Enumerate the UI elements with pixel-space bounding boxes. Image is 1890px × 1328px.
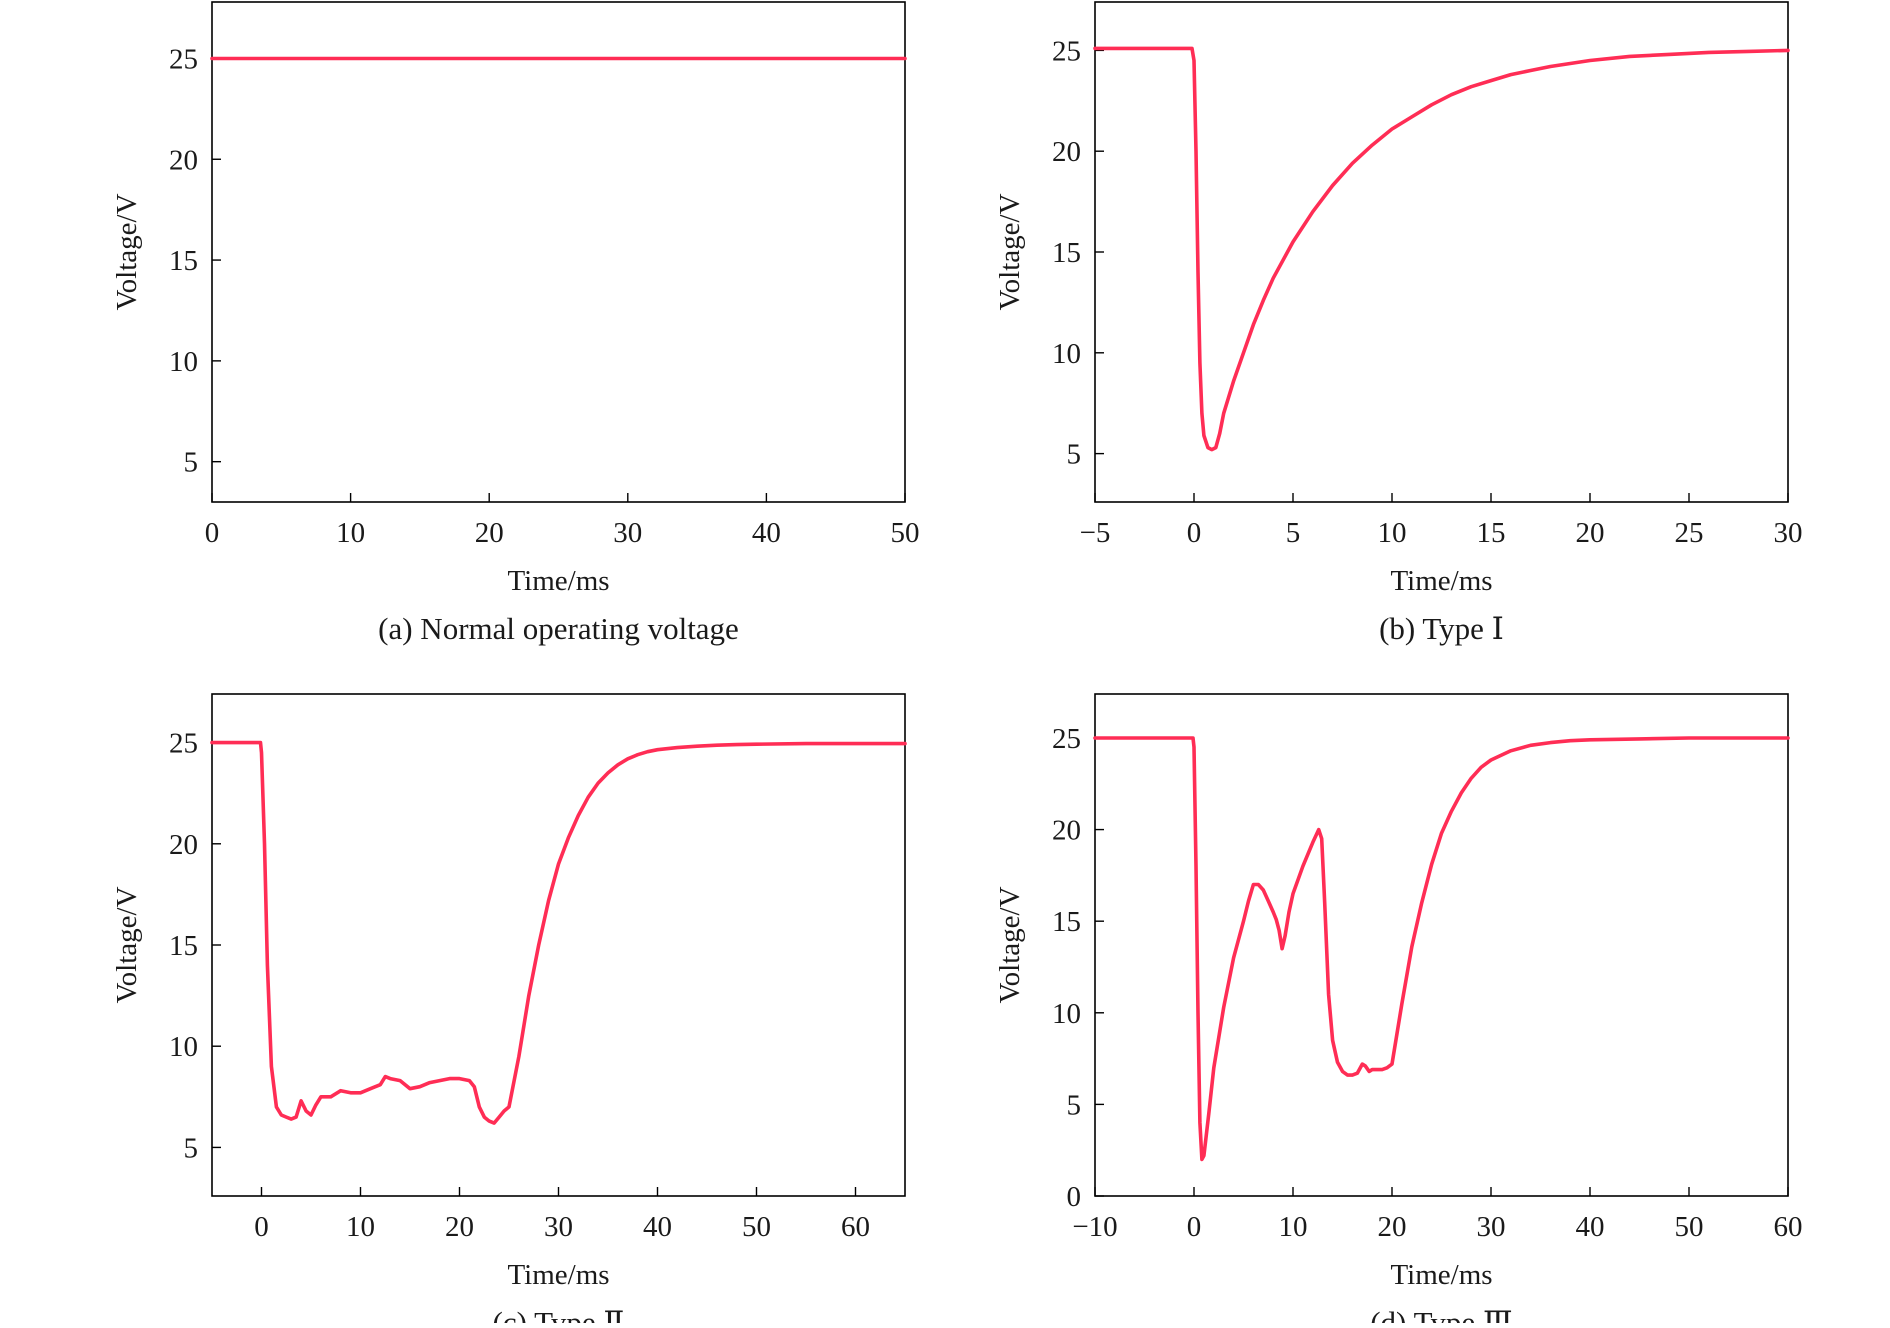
x-axis-title: Time/ms	[507, 1259, 609, 1291]
x-tick-label: 10	[336, 517, 365, 549]
x-tick-label: 40	[1576, 1211, 1605, 1243]
y-tick-label: 20	[1052, 815, 1081, 847]
x-tick-label: 20	[445, 1211, 474, 1243]
plot-frame	[211, 1, 906, 503]
x-tick-label: 20	[475, 517, 504, 549]
y-tick-label: 5	[184, 447, 199, 479]
x-tick-label: 0	[205, 517, 220, 549]
y-tick-label: 15	[1052, 906, 1081, 938]
x-tick-label: 10	[346, 1211, 375, 1243]
x-tick-label: 30	[613, 517, 642, 549]
x-tick-label: 20	[1576, 517, 1605, 549]
y-tick-label: 20	[1052, 136, 1081, 168]
panel-2: 0 10 20 30 40 50 60 5 10 15 20 25 Time/ms Voltage/V (c…	[111, 693, 907, 1328]
x-tick-label: 0	[1187, 517, 1202, 549]
y-axis-title: Voltage/V	[994, 886, 1026, 1003]
x-tick-label: 0	[254, 1211, 269, 1243]
x-tick-label: 0	[1187, 1211, 1202, 1243]
x-tick-label: −5	[1080, 517, 1111, 549]
x-tick-label: 10	[1378, 517, 1407, 549]
x-tick-label: 15	[1477, 517, 1506, 549]
y-tick-label: 5	[1067, 1089, 1082, 1121]
x-tick-label: −10	[1072, 1211, 1117, 1243]
y-tick-label: 20	[169, 829, 198, 861]
y-tick-label: 15	[169, 930, 198, 962]
y-tick-label: 20	[169, 144, 198, 176]
y-axis-title: Voltage/V	[994, 193, 1026, 310]
x-tick-label: 40	[752, 517, 781, 549]
panel-caption: (c) Type Ⅱ	[493, 1305, 625, 1323]
y-tick-label: 15	[1052, 237, 1081, 269]
x-tick-label: 50	[891, 517, 920, 549]
y-tick-label: 5	[1067, 439, 1082, 471]
y-tick-label: 25	[1052, 723, 1081, 755]
panel-caption: (b) Type Ⅰ	[1379, 611, 1504, 646]
x-tick-label: 30	[1774, 517, 1803, 549]
x-tick-label: 40	[643, 1211, 672, 1243]
y-tick-label: 15	[169, 245, 198, 277]
x-tick-label: 25	[1675, 517, 1704, 549]
y-tick-label: 10	[169, 1031, 198, 1063]
x-tick-label: 50	[1675, 1211, 1704, 1243]
y-tick-label: 25	[169, 43, 198, 75]
y-axis-title: Voltage/V	[111, 193, 143, 310]
plot-frame	[1094, 693, 1789, 1197]
x-tick-label: 30	[544, 1211, 573, 1243]
plot-frame	[211, 693, 906, 1197]
x-tick-label: 10	[1279, 1211, 1308, 1243]
y-tick-label: 10	[1052, 338, 1081, 370]
y-axis-title: Voltage/V	[111, 886, 143, 1003]
x-axis-title: Time/ms	[507, 565, 609, 597]
x-tick-label: 5	[1286, 517, 1301, 549]
x-axis-title: Time/ms	[1390, 565, 1492, 597]
y-tick-label: 10	[1052, 998, 1081, 1030]
x-tick-label: 20	[1378, 1211, 1407, 1243]
x-axis-title: Time/ms	[1390, 1259, 1492, 1291]
panel-caption: (d) Type Ⅲ	[1370, 1305, 1513, 1323]
series-line	[1093, 736, 1790, 1162]
series-line	[1093, 46, 1790, 452]
series-line	[210, 740, 907, 1125]
panel-caption: (a) Normal operating voltage	[378, 611, 739, 646]
x-tick-label: 60	[841, 1211, 870, 1243]
x-tick-label: 60	[1774, 1211, 1803, 1243]
panel-3: −10 0 10 20 30 40 50 600510152025Time/msVoltage…	[994, 693, 1803, 1328]
x-tick-label: 50	[742, 1211, 771, 1243]
y-tick-label: 25	[169, 728, 198, 760]
panel-1: −5 0 5 10 15 20 25 30 5 10 15 20 25 Time/ms Voltage/V (…	[994, 1, 1803, 646]
y-tick-label: 10	[169, 346, 198, 378]
x-tick-label: 30	[1477, 1211, 1506, 1243]
y-tick-label: 5	[184, 1132, 199, 1164]
y-tick-label: 0	[1067, 1181, 1082, 1213]
panel-0: 0 10 20 30 40 50 5 10 15 20 25 Time/ms Voltage/V (a) …	[111, 1, 920, 646]
y-tick-label: 25	[1052, 35, 1081, 67]
